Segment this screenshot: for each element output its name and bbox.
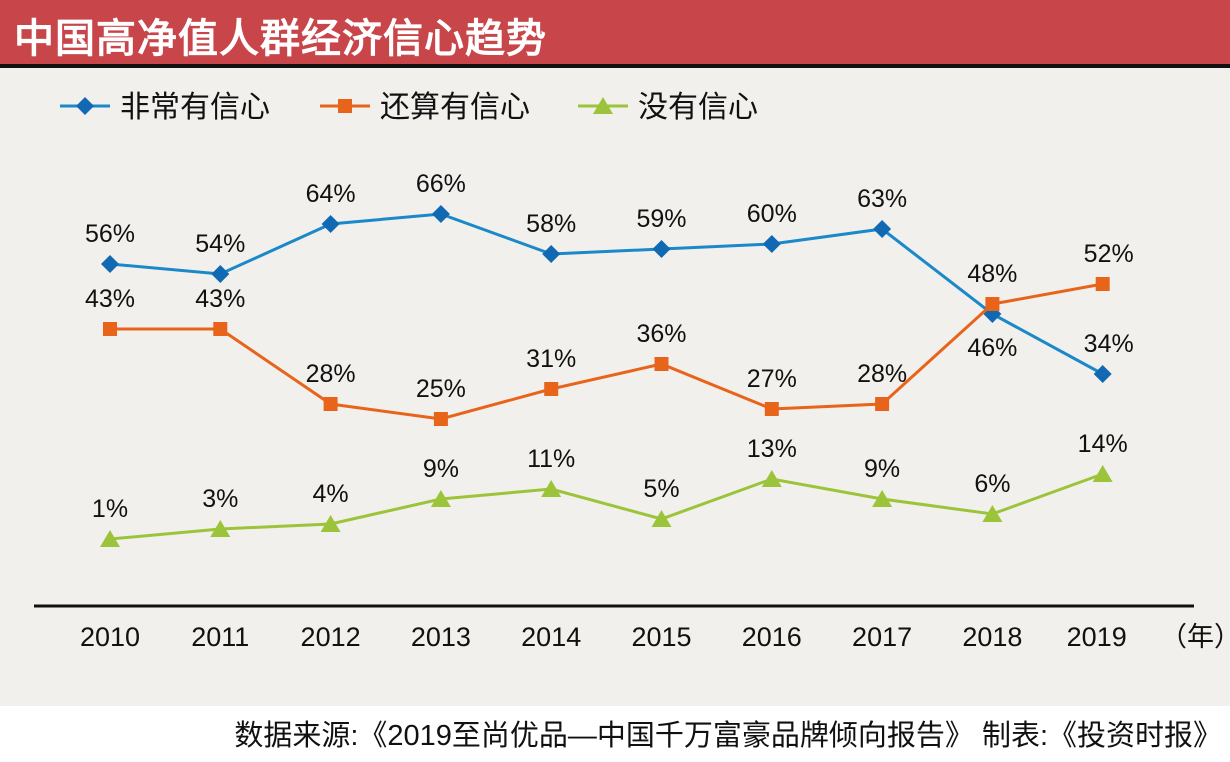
chart-title: 中国高净值人群经济信心趋势 <box>14 16 547 62</box>
data-label: 1% <box>92 495 128 523</box>
data-label: 34% <box>1084 330 1134 358</box>
data-point <box>541 480 562 497</box>
data-label: 58% <box>526 210 576 238</box>
legend-label-1: 还算有信心 <box>380 91 530 124</box>
data-point <box>320 515 341 532</box>
data-point <box>210 520 231 537</box>
x-tick-label: 2014 <box>521 622 581 652</box>
legend-marker <box>338 99 352 113</box>
data-point <box>762 235 781 253</box>
data-label: 56% <box>85 220 135 248</box>
data-label: 52% <box>1084 240 1134 268</box>
data-label: 14% <box>1078 430 1128 458</box>
data-label: 9% <box>864 455 900 483</box>
data-point <box>321 215 340 233</box>
data-point <box>872 490 893 507</box>
x-tick-label: 2016 <box>742 622 802 652</box>
line-chart: 非常有信心 还算有信心 没有信心 2010 2011 2012 2013 2014 2015 20… <box>34 91 1230 652</box>
data-point <box>103 322 117 336</box>
title-banner: 中国高净值人群经济信心趋势 <box>0 0 1230 64</box>
data-point <box>100 530 120 547</box>
data-point <box>651 510 672 527</box>
legend-label-0: 非常有信心 <box>120 91 270 124</box>
data-point <box>211 265 230 283</box>
data-label: 43% <box>195 285 245 313</box>
data-point <box>652 240 671 258</box>
x-tick-label: 2012 <box>301 622 361 652</box>
data-label: 28% <box>306 360 356 388</box>
data-label: 36% <box>636 320 686 348</box>
data-point <box>101 255 119 273</box>
title-divider <box>0 64 1230 68</box>
data-label: 66% <box>416 170 466 198</box>
series-line-1 <box>110 282 1103 421</box>
data-point <box>982 505 1003 522</box>
data-label: 25% <box>416 375 466 403</box>
legend-marker <box>593 97 613 114</box>
x-tick-label: 2017 <box>852 622 912 652</box>
x-axis-unit: （年） <box>1160 622 1230 652</box>
data-point <box>761 470 782 487</box>
legend-marker <box>76 97 94 115</box>
data-label: 31% <box>526 345 576 373</box>
data-point <box>433 412 448 426</box>
data-label: 64% <box>306 180 356 208</box>
x-tick-label: 2011 <box>191 622 249 652</box>
data-label: 46% <box>967 334 1017 362</box>
x-tick-label: 2015 <box>631 622 691 652</box>
data-label: 13% <box>747 435 797 463</box>
data-label: 54% <box>195 230 245 258</box>
x-tick-label: 2018 <box>962 622 1022 652</box>
data-label: 63% <box>857 185 907 213</box>
data-label: 9% <box>423 455 459 483</box>
series-line-2 <box>109 472 1104 541</box>
data-point <box>1093 365 1112 383</box>
data-label: 28% <box>857 360 907 388</box>
data-point <box>544 382 559 396</box>
data-label: 3% <box>202 485 238 513</box>
data-label: 59% <box>636 205 686 233</box>
data-label: 11% <box>527 445 575 473</box>
data-label: 6% <box>974 470 1010 498</box>
data-label: 4% <box>313 480 349 508</box>
data-point <box>764 402 779 416</box>
x-tick-label: 2013 <box>411 622 471 652</box>
legend-label-2: 没有信心 <box>638 91 758 124</box>
data-label: 48% <box>967 260 1017 288</box>
series-line-0 <box>109 212 1104 376</box>
data-point <box>1092 465 1113 482</box>
data-point <box>985 297 1000 311</box>
data-label: 27% <box>747 365 797 393</box>
x-tick-label: 2010 <box>80 622 140 652</box>
data-point <box>654 357 669 371</box>
data-point <box>542 245 561 263</box>
data-point <box>1095 277 1110 291</box>
data-label: 5% <box>643 475 679 503</box>
data-point <box>873 220 892 238</box>
source-note: 数据来源:《2019至尚优品—中国千万富豪品牌倾向报告》 制表:《投资时报》 <box>234 720 1222 752</box>
data-point <box>213 322 228 336</box>
chart-panel <box>0 68 1230 706</box>
data-label: 60% <box>747 200 797 228</box>
data-label: 43% <box>85 285 135 313</box>
data-point <box>430 490 451 507</box>
x-tick-label: 2019 <box>1067 622 1127 652</box>
data-point <box>875 397 890 411</box>
data-point <box>431 205 450 223</box>
data-point <box>323 397 338 411</box>
